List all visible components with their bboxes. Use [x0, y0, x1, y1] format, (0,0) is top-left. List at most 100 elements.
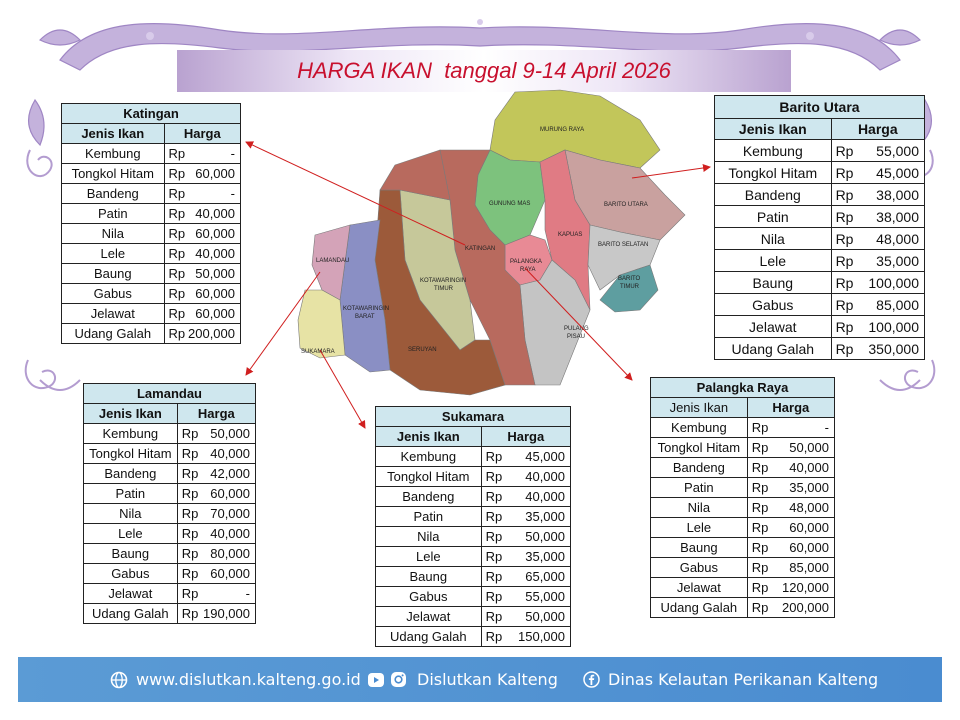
price-value: 85,000 [789, 560, 829, 575]
price-value: 50,000 [789, 440, 829, 455]
price-value: 150,000 [518, 629, 565, 644]
currency: Rp [168, 286, 186, 301]
map-label-barito-selatan: BARITO SELATAN [598, 242, 648, 248]
price-value: 60,000 [210, 566, 250, 581]
table-row: Udang Galah Rp 200,000 [61, 323, 242, 344]
region-north-kotawaringin [379, 149, 451, 201]
price-value: 40,000 [195, 246, 235, 261]
map-label-seruyan: SERUYAN [408, 347, 437, 353]
currency: Rp [485, 509, 503, 524]
price-value: 45,000 [876, 164, 919, 181]
col-header-fish: Jenis Ikan [650, 397, 748, 418]
currency: Rp [751, 460, 769, 475]
fish-name: Jelawat [83, 583, 178, 604]
fish-name: Jelawat [714, 315, 832, 338]
table-row: Tongkol Hitam Rp 60,000 [61, 163, 242, 184]
footer-facebook[interactable]: Dinas Kelautan Perikanan Kalteng [583, 657, 878, 702]
fish-name: Lele [375, 546, 482, 567]
table-row: Patin Rp 60,000 [83, 483, 257, 504]
currency: Rp [485, 489, 503, 504]
col-header-fish: Jenis Ikan [61, 123, 165, 144]
currency: Rp [485, 469, 503, 484]
table-row: Bandeng Rp - [61, 183, 242, 204]
footer-website[interactable]: www.dislutkan.kalteng.go.id [110, 657, 361, 702]
price-value: 50,000 [210, 426, 250, 441]
currency: Rp [485, 549, 503, 564]
currency: Rp [181, 566, 199, 581]
table-title: Katingan [61, 103, 241, 124]
fish-name: Tongkol Hitam [61, 163, 165, 184]
fish-name: Bandeng [650, 457, 748, 478]
fish-name: Lele [650, 517, 748, 538]
fish-name: Patin [650, 477, 748, 498]
currency: Rp [835, 296, 854, 313]
price-value: 350,000 [868, 340, 919, 357]
fish-name: Jelawat [650, 577, 748, 598]
table-row: Lele Rp 60,000 [650, 517, 836, 538]
currency: Rp [181, 426, 199, 441]
table-title: Barito Utara [714, 95, 925, 119]
currency: Rp [485, 629, 503, 644]
map-label-kotawaringin-timur-2: TIMUR [434, 286, 454, 292]
currency: Rp [835, 186, 854, 203]
table-row: Udang Galah Rp 350,000 [714, 337, 926, 360]
fish-name: Tongkol Hitam [650, 437, 748, 458]
fish-name: Patin [375, 506, 482, 527]
map-label-katingan: KATINGAN [465, 246, 495, 252]
fish-name: Gabus [61, 283, 165, 304]
table-row: Kembung Rp - [61, 143, 242, 164]
currency: Rp [168, 306, 186, 321]
fish-name: Nila [61, 223, 165, 244]
social-handle[interactable]: Dislutkan Kalteng [417, 670, 558, 689]
price-value: 60,000 [195, 226, 235, 241]
currency: Rp [751, 420, 769, 435]
table-title: Lamandau [83, 383, 256, 404]
footer-bar: www.dislutkan.kalteng.go.id Dislutkan Ka… [18, 657, 942, 702]
map-label-gunung-mas: GUNUNG MAS [489, 201, 530, 207]
fish-name: Tongkol Hitam [375, 466, 482, 487]
price-value: 38,000 [876, 208, 919, 225]
table-row: Kembung Rp 50,000 [83, 423, 257, 444]
map-label-pulang-pisau-2: PISAU [567, 334, 585, 340]
table-row: Patin Rp 35,000 [375, 506, 572, 527]
price-value: 35,000 [525, 509, 565, 524]
map-label-barito-timur-1: BARITO [618, 276, 641, 282]
price-value: - [230, 186, 235, 201]
map-label-palangka-raya-1: PALANGKA [510, 259, 542, 265]
price-value: 55,000 [525, 589, 565, 604]
table-row: Tongkol Hitam Rp 40,000 [83, 443, 257, 464]
website-link[interactable]: www.dislutkan.kalteng.go.id [136, 670, 361, 689]
currency: Rp [835, 252, 854, 269]
table-row: Bandeng Rp 40,000 [375, 486, 572, 507]
table-row: Udang Galah Rp 190,000 [83, 603, 257, 624]
map-label-palangka-raya-2: RAYA [520, 267, 535, 273]
fish-name: Udang Galah [714, 337, 832, 360]
title-banner: HARGA IKAN tanggal 9-14 April 2026 [177, 50, 791, 92]
price-value: 200,000 [782, 600, 829, 615]
col-header-price: Harga [176, 403, 257, 424]
arrow-sukamara [319, 349, 366, 429]
page-title: HARGA IKAN tanggal 9-14 April 2026 [297, 58, 671, 83]
price-value: 70,000 [210, 506, 250, 521]
currency: Rp [485, 609, 503, 624]
table-title: Palangka Raya [650, 377, 835, 398]
currency: Rp [168, 166, 186, 181]
price-value: 40,000 [210, 526, 250, 541]
fish-name: Bandeng [714, 183, 832, 206]
fish-name: Nila [650, 497, 748, 518]
currency: Rp [485, 529, 503, 544]
fish-name: Kembung [714, 139, 832, 162]
fish-name: Jelawat [61, 303, 165, 324]
arrow-katingan [245, 141, 466, 246]
fish-name: Lele [61, 243, 165, 264]
facebook-page[interactable]: Dinas Kelautan Perikanan Kalteng [608, 670, 879, 689]
table-row: Jelawat Rp 120,000 [650, 577, 836, 598]
table-row: Patin Rp 35,000 [650, 477, 836, 498]
price-value: 60,000 [210, 486, 250, 501]
currency: Rp [168, 246, 186, 261]
table-row: Udang Galah Rp 150,000 [375, 626, 572, 647]
footer-social[interactable]: Dislutkan Kalteng [368, 657, 558, 702]
currency: Rp [835, 274, 854, 291]
fish-name: Lele [83, 523, 178, 544]
